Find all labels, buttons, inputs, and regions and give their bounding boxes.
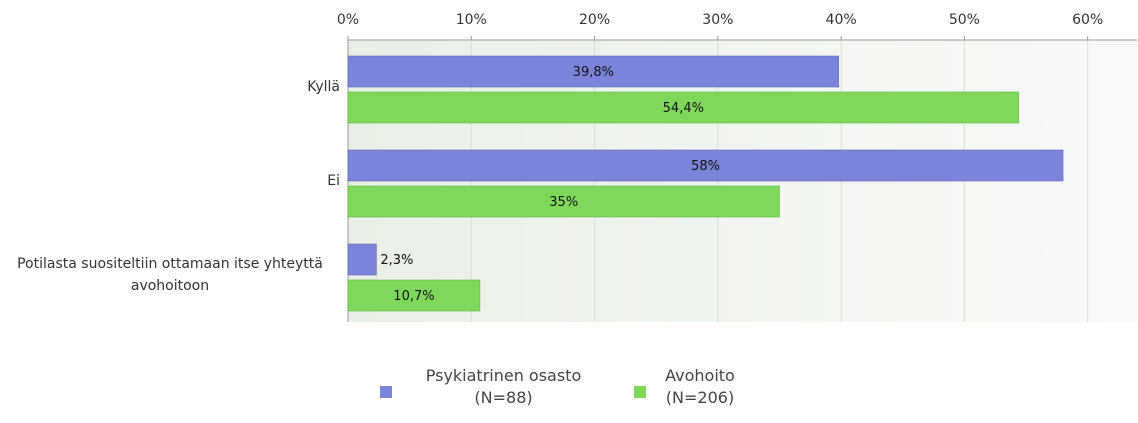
legend-swatch (634, 386, 646, 398)
bar (347, 243, 377, 276)
data-label: 58% (691, 159, 720, 174)
bar (347, 91, 1019, 124)
category-label: Kyllä (307, 79, 340, 95)
x-tick-label: 40% (826, 12, 857, 28)
data-label: 39,8% (573, 65, 614, 80)
category-label: Ei (327, 173, 340, 189)
data-label: 2,3% (380, 253, 413, 268)
x-tick-label: 60% (1072, 12, 1103, 28)
legend-label: Avohoito (N=206) (665, 366, 735, 407)
data-label: 54,4% (663, 101, 704, 116)
bar (347, 279, 481, 312)
bar (347, 149, 1064, 182)
x-tick-label: 50% (949, 12, 980, 28)
x-tick-label: 20% (579, 12, 610, 28)
bar (347, 55, 839, 88)
legend-label: Psykiatrinen osasto (N=88) (425, 366, 582, 407)
x-tick-label: 10% (456, 12, 487, 28)
x-tick-label: 30% (702, 12, 733, 28)
category-label: Potilasta suositeltiin ottamaan itse yht… (17, 256, 323, 294)
data-label: 10,7% (393, 289, 434, 304)
data-label: 35% (549, 195, 578, 210)
x-tick-label: 0% (337, 12, 359, 28)
legend-swatch (380, 386, 392, 398)
bar (347, 185, 780, 218)
